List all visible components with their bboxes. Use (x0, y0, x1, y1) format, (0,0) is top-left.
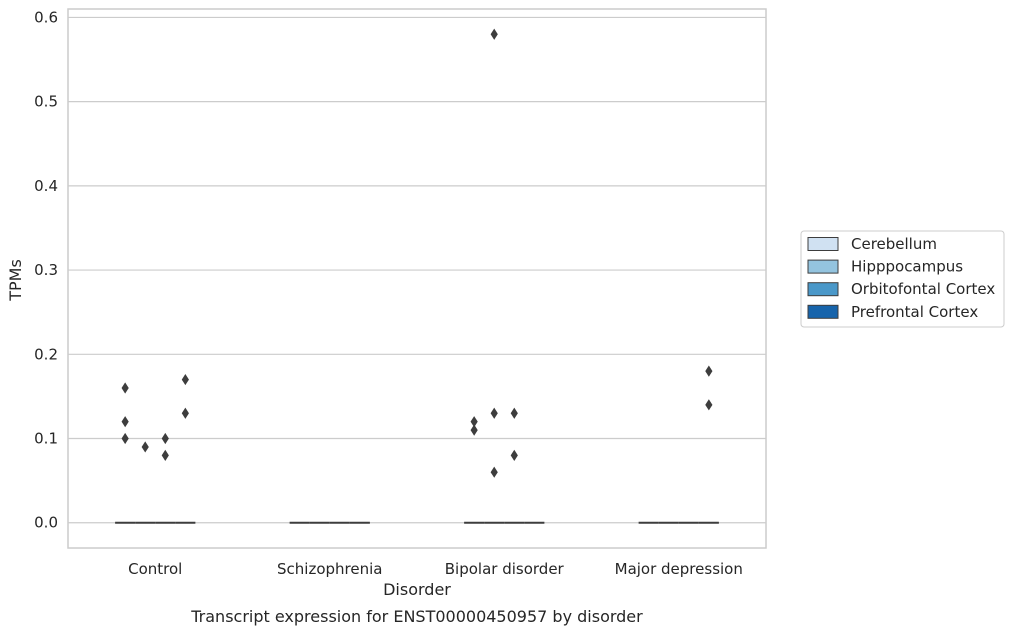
legend: Cerebellum Hipppocampus Orbitofontal Corte… (800, 230, 1005, 328)
y-axis-label: TPMs (6, 259, 25, 302)
y-tick-label: 0.2 (34, 345, 58, 363)
outlier-point (121, 432, 129, 445)
outlier-point (121, 416, 129, 428)
outlier-point (705, 399, 713, 411)
y-tick-label: 0.5 (34, 93, 58, 111)
outlier-point (161, 449, 169, 461)
outlier-point (470, 424, 478, 436)
x-tick-label: Bipolar disorder (445, 560, 565, 578)
y-tick-label: 0.0 (34, 514, 58, 532)
outlier-point (510, 407, 518, 419)
x-axis-label: Disorder (383, 580, 451, 599)
legend-swatch (807, 304, 839, 319)
chart-caption: Transcript expression for ENST0000045095… (190, 607, 643, 626)
outlier-point (490, 407, 498, 419)
legend-frame (800, 230, 1005, 328)
outlier-point (181, 407, 189, 419)
outlier-point (470, 416, 478, 428)
legend-label: Prefrontal Cortex (851, 303, 978, 321)
outlier-point (490, 28, 498, 40)
plot-frame (67, 8, 767, 549)
y-tick-labels: 0.0 0.1 0.2 0.3 0.4 0.5 0.6 (34, 8, 58, 531)
legend-swatch (807, 282, 839, 297)
outlier-point (705, 365, 713, 377)
legend-label: Cerebellum (851, 235, 937, 253)
legend-label: Hipppocampus (851, 258, 963, 276)
outlier-point (121, 382, 129, 394)
y-tick-label: 0.1 (34, 430, 58, 448)
x-tick-labels: Control Schizophrenia Bipolar disorder Majo… (128, 560, 743, 578)
outlier-point (141, 441, 149, 453)
outlier-point (510, 449, 518, 461)
outlier-point (161, 432, 169, 445)
y-tick-label: 0.4 (34, 177, 58, 195)
y-tick-label: 0.6 (34, 8, 58, 26)
y-tick-label: 0.3 (34, 261, 58, 279)
x-tick-label: Schizophrenia (277, 560, 382, 578)
x-tick-label: Major depression (615, 560, 743, 578)
legend-swatch (807, 259, 839, 274)
legend-swatch (807, 237, 839, 251)
legend-label: Orbitofontal Cortex (851, 280, 995, 298)
x-tick-label: Control (128, 560, 182, 578)
outlier-point (490, 466, 498, 478)
gridlines (68, 16, 766, 524)
outlier-point (181, 373, 189, 386)
outlier-points (121, 28, 713, 478)
